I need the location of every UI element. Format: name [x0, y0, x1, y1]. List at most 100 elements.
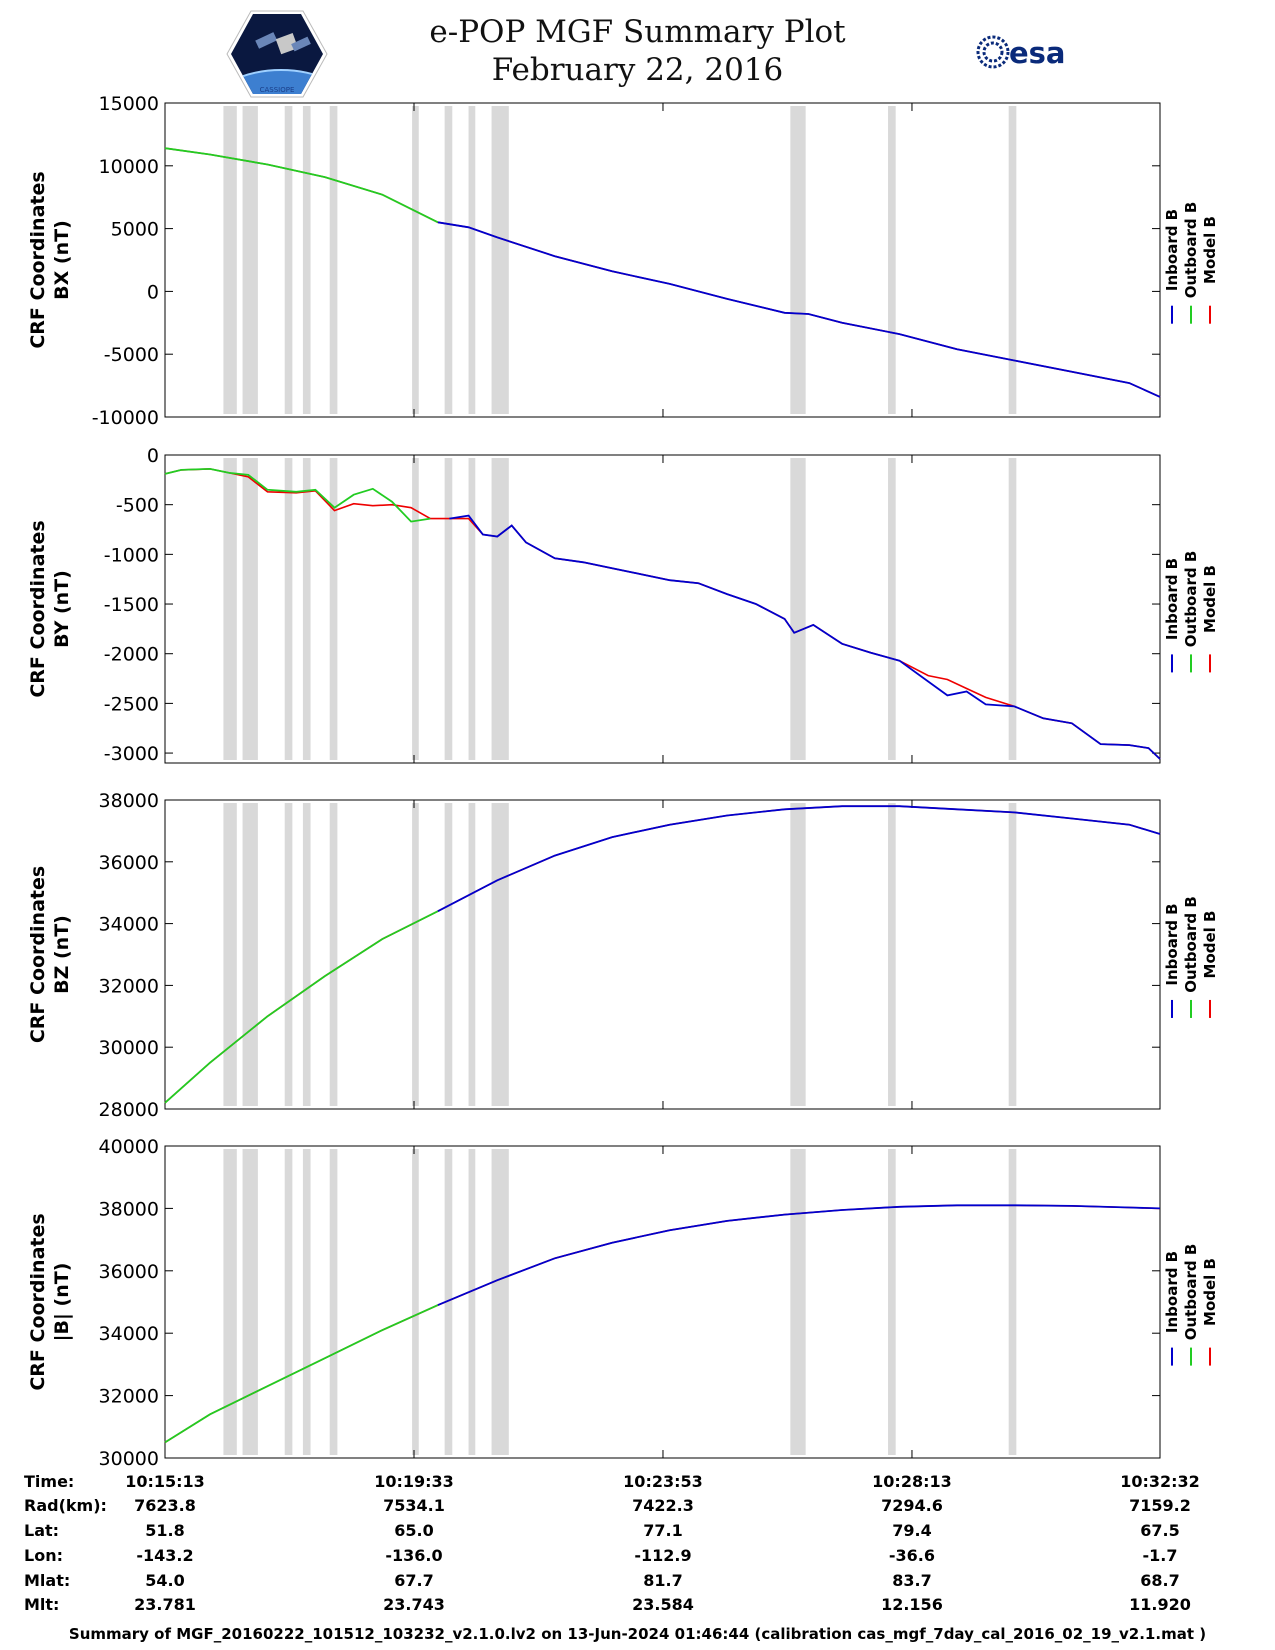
outboard-b-line: [164, 467, 431, 523]
legend-label: Model B: [1201, 565, 1219, 633]
y-tick-label: 28000: [99, 1099, 159, 1121]
data-gap-band: [302, 1149, 311, 1455]
data-gap-band: [242, 1149, 258, 1455]
data-gap-band: [329, 106, 338, 414]
legend-label: Outboard B: [1182, 1244, 1200, 1341]
ephemeris-value: -143.2: [136, 1546, 193, 1565]
inboard-b-line: [437, 805, 1161, 912]
y-tick-label: 32000: [99, 1386, 159, 1408]
data-gap-band: [302, 803, 311, 1106]
y-tick-label: 36000: [99, 852, 159, 874]
y-tick-label: 15000: [99, 93, 159, 115]
ephemeris-value: 10:15:13: [125, 1472, 205, 1491]
y-axis-label: |B| (nT): [51, 1263, 73, 1342]
outboard-b-line: [164, 910, 439, 1104]
y-tick-label: -2500: [104, 693, 159, 715]
data-gap-band: [444, 1149, 453, 1455]
y-tick-label: 32000: [99, 975, 159, 997]
data-gap-band: [468, 458, 476, 760]
ephemeris-value: 10:28:13: [872, 1472, 952, 1491]
y-tick-label: 0: [147, 445, 159, 467]
data-gap-band: [412, 106, 419, 414]
data-gap-band: [468, 106, 476, 414]
ephemeris-value: -136.0: [385, 1546, 442, 1565]
y-axis-label: CRF Coordinates: [27, 171, 49, 348]
y-tick-label: -1500: [104, 594, 159, 616]
y-tick-label: 5000: [111, 219, 159, 241]
legend-label: Outboard B: [1182, 896, 1200, 993]
ephemeris-value: -36.6: [889, 1546, 935, 1565]
ephemeris-value: -1.7: [1143, 1546, 1178, 1565]
ephemeris-row-label: Rad(km):: [24, 1496, 107, 1515]
y-axis-label: CRF Coordinates: [27, 866, 49, 1043]
data-gap-band: [223, 803, 237, 1106]
panel-3: 38000 36000 34000 32000 30000 28000 CRF Coordi…: [27, 790, 1219, 1121]
data-gap-band: [1008, 106, 1017, 414]
data-gap-band: [1008, 458, 1017, 760]
data-gap-band: [790, 458, 806, 760]
data-gap-band: [412, 458, 419, 760]
ephemeris-value: 12.156: [881, 1595, 943, 1614]
legend-label: Model B: [1201, 1258, 1219, 1326]
ephemeris-value: 10:19:33: [374, 1472, 454, 1491]
ephemeris-value: -112.9: [634, 1546, 691, 1565]
y-tick-label: -10000: [92, 407, 159, 429]
ephemeris-value: 10:32:32: [1120, 1472, 1200, 1491]
data-gap-band: [223, 106, 237, 414]
page-title: e-POP MGF Summary Plot: [429, 14, 846, 50]
outboard-b-line: [164, 147, 439, 224]
y-axis-label: CRF Coordinates: [27, 1213, 49, 1390]
svg-text:CASSIOPE: CASSIOPE: [260, 86, 295, 94]
ephemeris-value: 7159.2: [1129, 1496, 1191, 1515]
ephemeris-value: 83.7: [892, 1571, 931, 1590]
data-gap-band: [242, 803, 258, 1106]
data-gap-band: [302, 106, 311, 414]
y-axis-label: CRF Coordinates: [27, 520, 49, 697]
ephemeris-value: 77.1: [643, 1521, 682, 1540]
footer-caption: Summary of MGF_20160222_101512_103232_v2…: [68, 1625, 1207, 1643]
ephemeris-value: 7422.3: [632, 1496, 694, 1515]
data-gap-band: [790, 803, 806, 1106]
ephemeris-value: 51.8: [145, 1521, 184, 1540]
ephemeris-value: 23.584: [632, 1595, 694, 1614]
data-gap-band: [888, 1149, 896, 1455]
ephemeris-row-label: Lon:: [24, 1546, 63, 1565]
data-gap-band: [284, 106, 293, 414]
legend-label: Inboard B: [1163, 1251, 1181, 1333]
y-axis-label: BZ (nT): [51, 915, 73, 994]
ephemeris-row-label: Lat:: [24, 1521, 59, 1540]
ephemeris-value: 79.4: [892, 1521, 931, 1540]
legend-label: Outboard B: [1182, 202, 1200, 299]
data-gap-band: [284, 803, 293, 1106]
panel-4: 40000 38000 36000 34000 32000 30000 CRF Coordi…: [27, 1136, 1219, 1470]
ephemeris-value: 23.743: [383, 1595, 445, 1614]
y-tick-label: -3000: [104, 743, 159, 765]
legend-label: Inboard B: [1163, 903, 1181, 985]
ephemeris-value: 7623.8: [134, 1496, 196, 1515]
page-date: February 22, 2016: [491, 52, 784, 88]
data-gap-band: [888, 458, 896, 760]
data-gap-band: [888, 803, 896, 1106]
data-gap-band: [444, 458, 453, 760]
y-tick-label: -5000: [104, 344, 159, 366]
ephemeris-value: 7294.6: [881, 1496, 943, 1515]
legend-label: Model B: [1201, 216, 1219, 284]
y-tick-label: -500: [116, 495, 159, 517]
data-gap-band: [444, 803, 453, 1106]
legend-label: Inboard B: [1163, 209, 1181, 291]
ephemeris-table: Time: Rad(km): Lat: Lon: Mlat: Mlt: 10:15:13 76…: [24, 1472, 1200, 1614]
panel-2: 0 -500 -1000 -1500 -2000 -2500 -3000 CRF Coordi…: [27, 445, 1219, 765]
data-gap-band: [329, 1149, 338, 1455]
data-gap-band: [790, 106, 806, 414]
data-gap-band: [329, 458, 338, 760]
inboard-b-line: [449, 514, 1161, 760]
y-tick-label: 34000: [99, 914, 159, 936]
esa-logo: esa: [976, 35, 1066, 70]
data-gap-band: [412, 803, 419, 1106]
legend-label: Outboard B: [1182, 551, 1200, 648]
legend-label: Model B: [1201, 911, 1219, 979]
y-axis-label: BX (nT): [51, 220, 73, 300]
data-gap-band: [444, 106, 453, 414]
ephemeris-value: 65.0: [394, 1521, 433, 1540]
